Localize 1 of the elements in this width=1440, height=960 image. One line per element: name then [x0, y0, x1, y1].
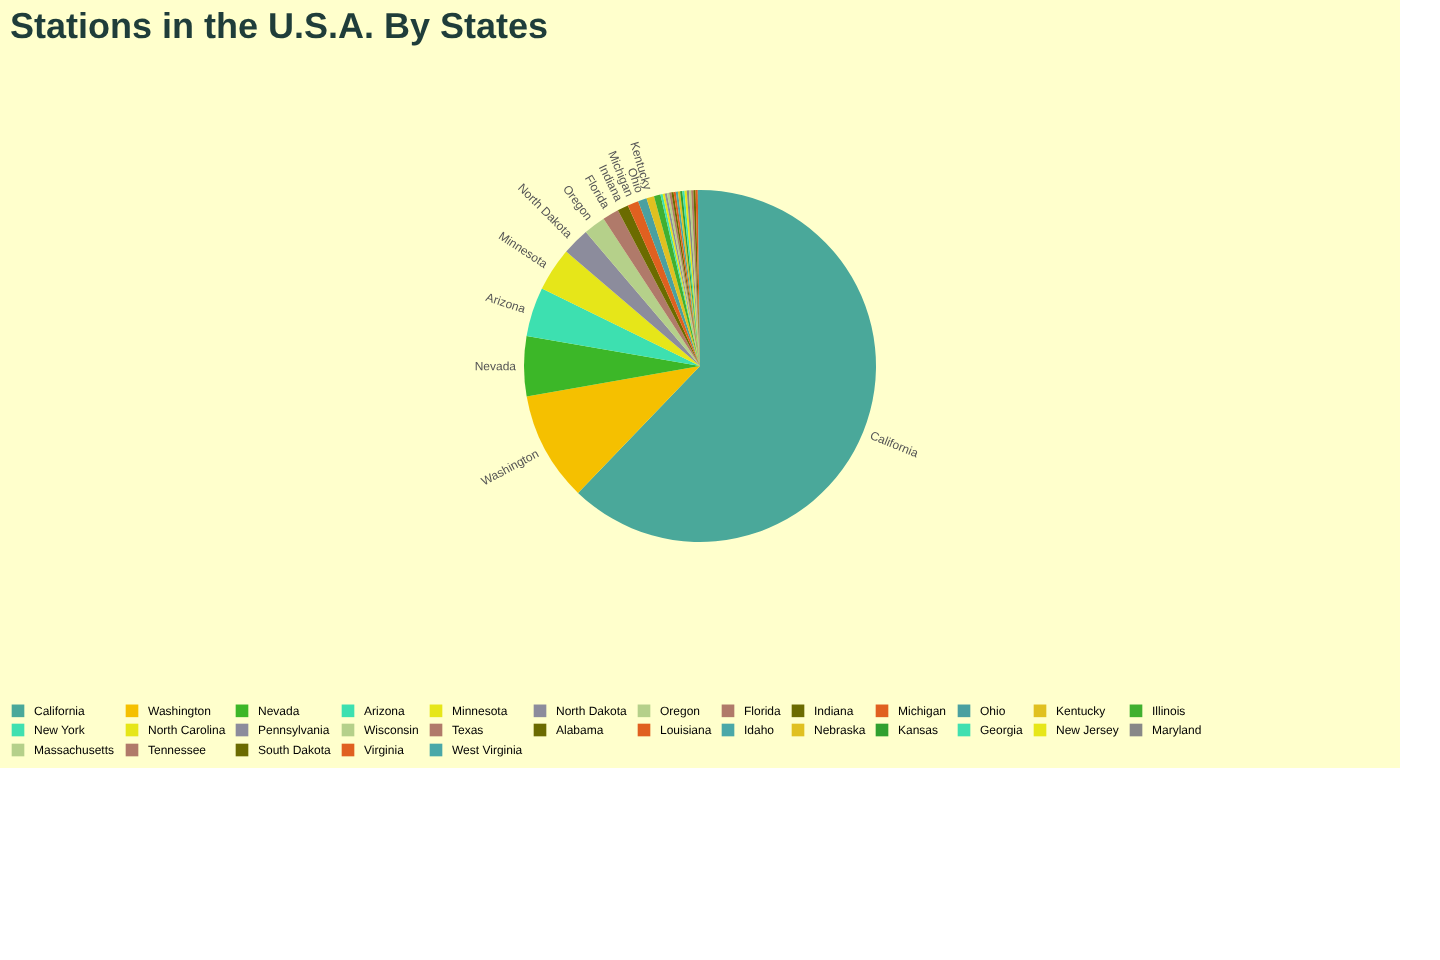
chart-title: Stations in the U.S.A. By States [10, 6, 549, 46]
